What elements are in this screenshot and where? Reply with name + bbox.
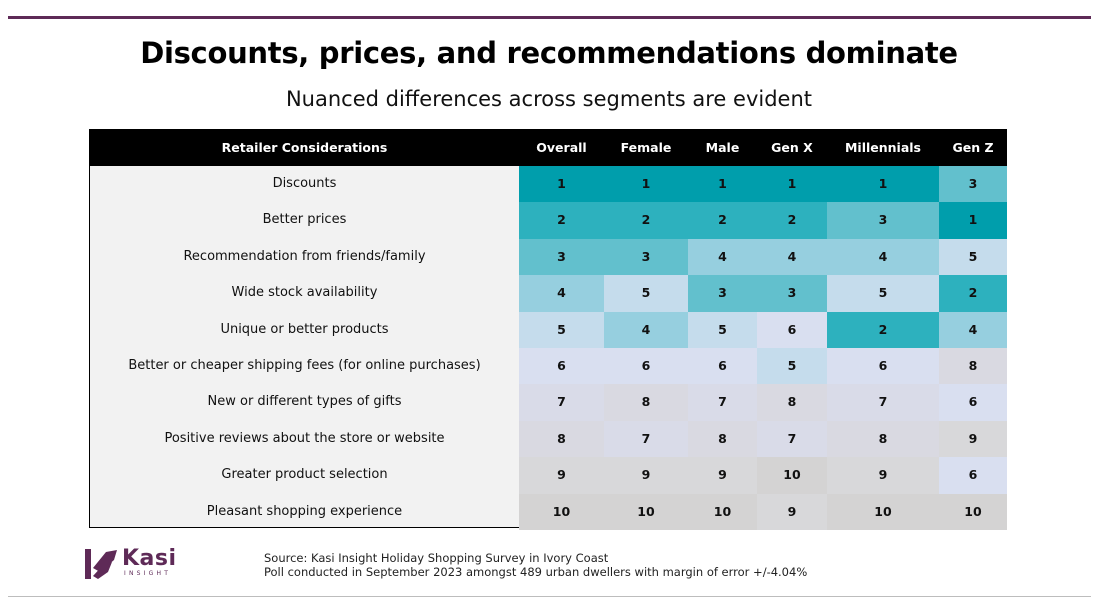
rank-cell: 9 xyxy=(688,457,757,494)
rank-cell: 2 xyxy=(939,275,1007,312)
rank-cell: 4 xyxy=(688,238,757,276)
rank-cell: 1 xyxy=(827,166,939,203)
rank-cell: 3 xyxy=(519,238,604,276)
rank-cell: 10 xyxy=(604,493,688,530)
rank-cell: 1 xyxy=(939,202,1007,239)
rank-cell: 2 xyxy=(688,202,757,239)
logo-tagline: INSIGHT xyxy=(124,570,172,577)
top-rule xyxy=(8,16,1091,19)
rank-cell: 1 xyxy=(519,166,604,203)
row-label: Greater product selection xyxy=(221,467,388,483)
rank-cell: 1 xyxy=(688,166,757,203)
rank-cell: 4 xyxy=(827,238,939,276)
rank-cell: 5 xyxy=(519,311,604,348)
row-label: Pleasant shopping experience xyxy=(206,503,403,519)
rank-cell: 7 xyxy=(604,420,688,458)
rank-cell: 8 xyxy=(519,420,604,458)
rank-cell: 3 xyxy=(688,275,757,312)
rank-cell: 5 xyxy=(939,238,1007,276)
rank-cell: 2 xyxy=(604,202,688,239)
header-label: Retailer Considerations xyxy=(221,140,388,155)
source-line-2: Poll conducted in September 2023 amongst… xyxy=(264,565,808,579)
rank-cell: 3 xyxy=(757,275,827,312)
rank-cell: 6 xyxy=(827,348,939,385)
rank-cell: 10 xyxy=(688,493,757,530)
rank-table: Retailer Considerations Overall Female Mal… xyxy=(89,129,1007,530)
rank-cell: 8 xyxy=(757,384,827,421)
rank-cell: 10 xyxy=(827,493,939,530)
rank-cell: 6 xyxy=(939,384,1007,421)
row-label: New or different types of gifts xyxy=(207,394,402,410)
source-line-1: Source: Kasi Insight Holiday Shopping Su… xyxy=(264,551,609,565)
rank-cell: 1 xyxy=(604,166,688,203)
rank-cell: 3 xyxy=(827,202,939,239)
rank-cell: 2 xyxy=(757,202,827,239)
rank-cell: 6 xyxy=(519,348,604,385)
rank-cell: 7 xyxy=(827,384,939,421)
rank-cell: 4 xyxy=(939,311,1007,348)
rank-cell: 2 xyxy=(827,311,939,348)
table-header: Retailer Considerations Overall Female Mal… xyxy=(90,130,1006,166)
rank-cell: 6 xyxy=(757,311,827,348)
rank-cell: 3 xyxy=(939,166,1007,203)
rank-cell: 8 xyxy=(688,420,757,458)
rank-cell: 2 xyxy=(519,202,604,239)
row-label: Wide stock availability xyxy=(231,285,378,301)
rank-cell: 4 xyxy=(519,275,604,312)
rank-cell: 6 xyxy=(604,348,688,385)
bottom-rule xyxy=(8,596,1091,597)
rank-cell: 4 xyxy=(604,311,688,348)
rank-cell: 10 xyxy=(939,493,1007,530)
rank-cell: 10 xyxy=(757,457,827,494)
rank-cell: 9 xyxy=(757,493,827,530)
row-label: Unique or better products xyxy=(220,321,389,337)
column-header: Gen X xyxy=(771,140,813,155)
rank-cell: 8 xyxy=(827,420,939,458)
rank-cell: 10 xyxy=(519,493,604,530)
rank-cell: 5 xyxy=(604,275,688,312)
column-header: Female xyxy=(620,140,672,155)
chart-subtitle: Nuanced differences across segments are … xyxy=(285,87,813,111)
kasi-logo-icon xyxy=(85,549,117,579)
rank-cell: 7 xyxy=(757,420,827,458)
rank-cell: 6 xyxy=(688,348,757,385)
rank-cell: 9 xyxy=(519,457,604,494)
rank-cell: 3 xyxy=(604,238,688,276)
rank-cell: 5 xyxy=(757,348,827,385)
rank-cell: 9 xyxy=(827,457,939,494)
rank-cell: 1 xyxy=(757,166,827,203)
kasi-logo: Kasi INSIGHT xyxy=(84,546,184,580)
column-header: Gen Z xyxy=(952,140,994,155)
rank-cell: 9 xyxy=(939,420,1007,458)
rank-cell: 4 xyxy=(757,238,827,276)
chart-title: Discounts, prices, and recommendations d… xyxy=(140,36,958,70)
rank-cell: 8 xyxy=(939,348,1007,385)
row-label: Better or cheaper shipping fees (for onl… xyxy=(128,358,481,373)
row-label: Positive reviews about the store or webs… xyxy=(164,430,445,446)
source-note: Source: Kasi Insight Holiday Shopping Su… xyxy=(264,551,807,579)
column-header: Millennials xyxy=(844,140,921,155)
row-label: Discounts xyxy=(272,176,337,191)
rank-cell: 5 xyxy=(688,311,757,348)
rank-cell: 5 xyxy=(827,275,939,312)
rank-cell: 7 xyxy=(688,384,757,421)
logo-wordmark: Kasi xyxy=(122,546,177,571)
rank-cell: 8 xyxy=(604,384,688,421)
row-label: Recommendation from friends/family xyxy=(183,248,426,264)
column-header: Overall xyxy=(536,140,587,155)
rank-cell: 6 xyxy=(939,457,1007,494)
row-label: Better prices xyxy=(262,212,347,228)
rank-cell: 9 xyxy=(604,457,688,494)
column-header: Male xyxy=(705,140,740,155)
rank-cell: 7 xyxy=(519,384,604,421)
